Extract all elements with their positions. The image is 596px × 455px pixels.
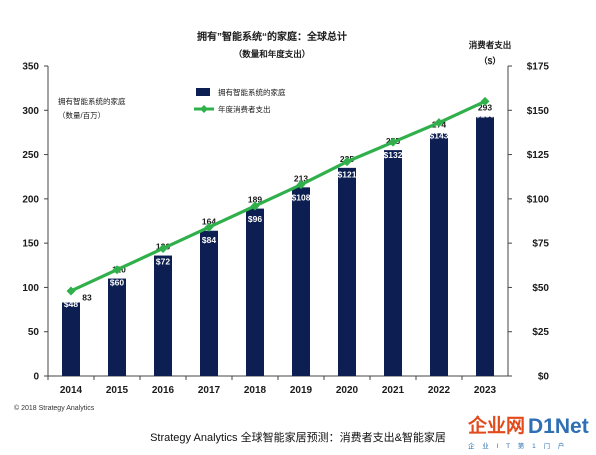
x-axis-tick-label: 2021 [382,385,405,396]
watermark-tagline: 企 业 I T 第 1 门 户 [468,441,567,450]
right-axis-label-line2: （$） [479,56,501,66]
households-bar [384,150,402,376]
chart-title: 拥有”智能系统“的家庭：全球总计 [197,30,347,43]
x-axis-tick-label: 2014 [60,385,83,396]
households-bar [476,116,494,376]
right-axis-tick-label: $175 [527,62,550,73]
chart-subtitle: （数量和年度支出） [234,49,311,59]
left-axis-tick-label: 250 [22,150,39,161]
left-axis-tick-label: 0 [33,372,39,383]
copyright-note: © 2018 Strategy Analytics [14,404,95,412]
households-bar [108,278,126,376]
spending-point-label: $48 [64,299,78,309]
left-axis-tick-label: 50 [28,327,40,338]
spending-point [480,96,490,106]
households-bar-label: 83 [82,292,92,302]
right-axis-tick-label: $75 [532,239,549,250]
x-axis-tick-label: 2020 [336,385,359,396]
x-axis-tick-label: 2015 [106,385,129,396]
households-bar [246,208,264,376]
x-axis-tick-label: 2023 [474,385,497,396]
legend-swatch-households [196,88,210,96]
spending-point-label: $72 [156,256,170,266]
households-bar [338,167,356,376]
households-bar-label: 164 [202,217,216,227]
households-bar-label: 293 [478,102,492,112]
image-caption: Strategy Analytics 全球智能家居预测：消费者支出&智能家居 [150,430,446,444]
legend: 拥有智能系统的家庭 年度消费者支出 [194,87,286,114]
left-axis-tick-label: 100 [22,283,39,294]
right-axis-tick-label: $25 [532,327,549,338]
spending-point [250,201,260,211]
left-axis-tick-label: 200 [22,194,39,205]
spending-point [204,222,214,232]
spending-line [70,99,486,293]
left-axis-tick-label: 300 [22,106,39,117]
x-axis-tick-label: 2017 [198,385,221,396]
x-axis-tick-label: 2018 [244,385,267,396]
x-axis-tick-label: 2016 [152,385,175,396]
left-axis-tick-label: 150 [22,239,39,250]
spending-point-label: $108 [292,193,311,203]
right-axis-label-line1: 消费者支出 [469,40,512,50]
left-axis-tick-label: 350 [22,62,39,73]
spending-point-label: $60 [110,278,124,288]
x-axis-tick-label: 2022 [428,385,451,396]
right-axis-tick-label: $50 [532,283,549,294]
left-axis-label-line2: （数量/百万） [58,110,105,120]
x-axis-tick-label: 2019 [290,385,313,396]
legend-label-spending: 年度消费者支出 [218,104,271,114]
spending-point-label: $155 [476,109,495,119]
households-bar-label: 189 [248,195,262,205]
spending-point-label: $84 [202,235,216,245]
households-bar [292,187,310,376]
plot-area: 0 50 100 150 200 250 300 350 $0 $25 $50 $75 $100 $125… [22,62,549,397]
watermark-logo: 企业网 D1Net 企 业 I T 第 1 门 户 [467,414,589,450]
spending-point-label: $121 [338,170,357,180]
left-axis-label-line1: 拥有智能系统的家庭 [58,96,126,106]
spending-point-label: $143 [430,131,449,141]
right-axis-tick-label: $125 [527,150,550,161]
right-axis-tick-label: $150 [527,106,550,117]
spending-point [342,157,352,167]
households-bar [154,255,172,376]
households-bar [430,133,448,376]
right-axis-tick-label: $0 [538,372,550,383]
legend-marker-spending [200,105,208,113]
spending-point [388,137,398,147]
spending-point [158,243,168,253]
spending-point-label: $96 [248,214,262,224]
households-bar-label: 213 [294,173,308,183]
right-axis-tick-label: $100 [527,194,550,205]
watermark-part2: D1Net [528,415,589,438]
watermark-part1: 企业网 [467,414,525,437]
spending-point [66,286,76,296]
spending-point [434,118,444,128]
households-bar [62,302,80,376]
legend-label-households: 拥有智能系统的家庭 [218,87,286,97]
spending-point-label: $132 [384,150,403,160]
spending-point [112,265,122,275]
spending-point [296,180,306,190]
households-bar [200,230,218,376]
